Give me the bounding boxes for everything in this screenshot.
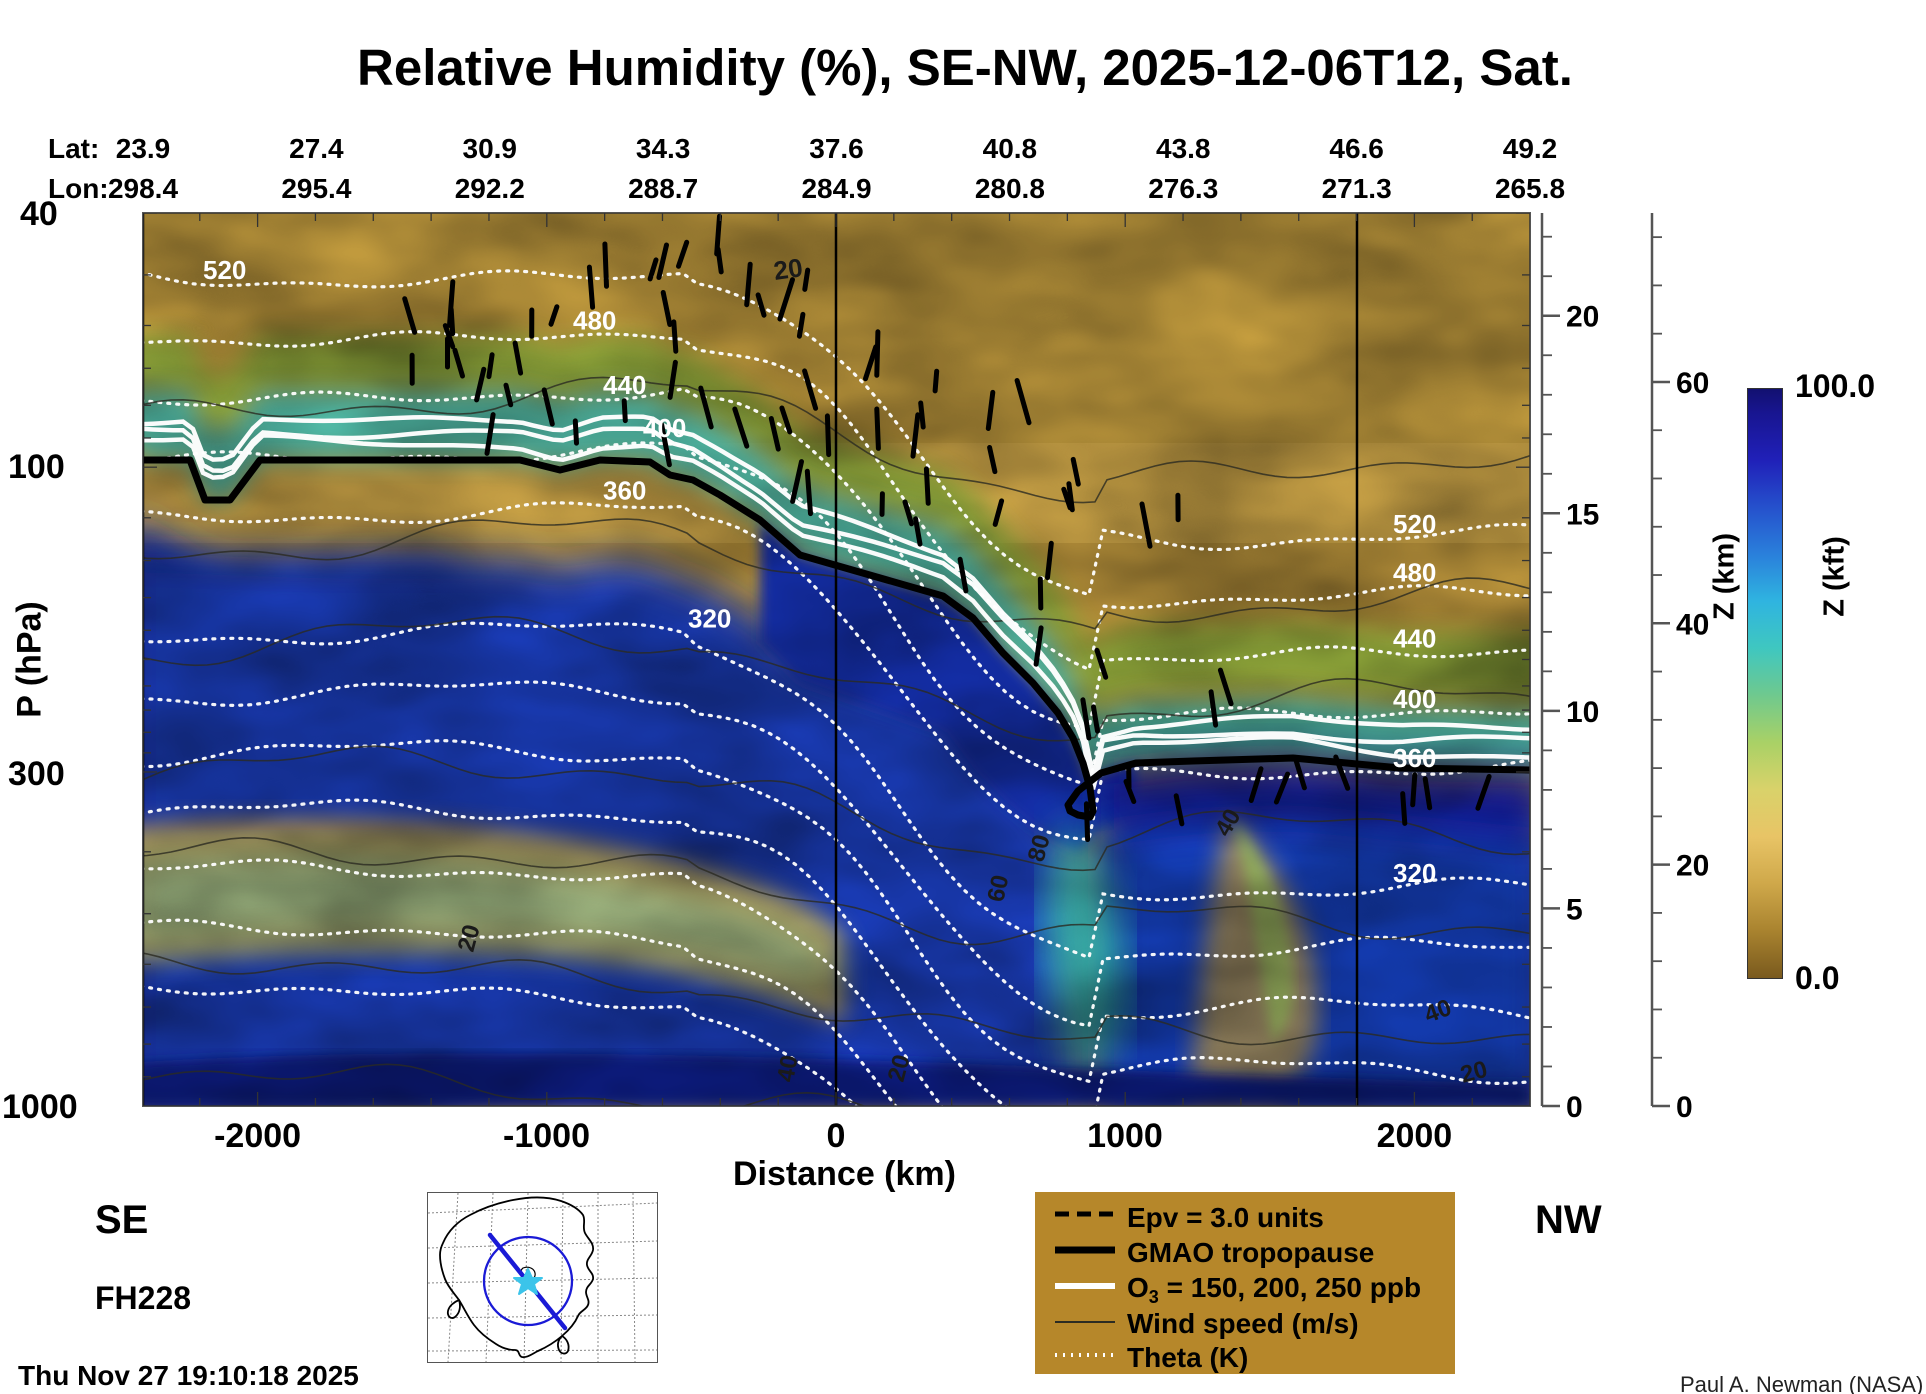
svg-text:360: 360 xyxy=(1393,743,1436,773)
svg-text:0: 0 xyxy=(1566,1091,1583,1124)
svg-text:20: 20 xyxy=(772,252,805,286)
svg-text:520: 520 xyxy=(1393,509,1436,539)
svg-text:400: 400 xyxy=(643,413,686,443)
svg-text:480: 480 xyxy=(573,306,616,336)
svg-text:60: 60 xyxy=(1676,367,1709,400)
svg-text:360: 360 xyxy=(603,476,646,506)
svg-text:10: 10 xyxy=(1566,696,1599,729)
svg-text:480: 480 xyxy=(1393,558,1436,588)
svg-text:440: 440 xyxy=(1393,623,1436,653)
svg-text:320: 320 xyxy=(1393,858,1436,888)
svg-text:320: 320 xyxy=(688,603,731,633)
svg-text:60: 60 xyxy=(982,873,1014,905)
svg-text:5: 5 xyxy=(1566,893,1583,926)
svg-text:0: 0 xyxy=(1676,1091,1693,1124)
svg-text:20: 20 xyxy=(1676,850,1709,883)
svg-text:40: 40 xyxy=(772,1053,803,1084)
svg-text:15: 15 xyxy=(1566,498,1599,531)
svg-text:440: 440 xyxy=(603,370,646,400)
svg-text:40: 40 xyxy=(1676,608,1709,641)
svg-text:400: 400 xyxy=(1393,684,1436,714)
svg-text:520: 520 xyxy=(203,255,246,285)
svg-text:20: 20 xyxy=(1566,301,1599,334)
